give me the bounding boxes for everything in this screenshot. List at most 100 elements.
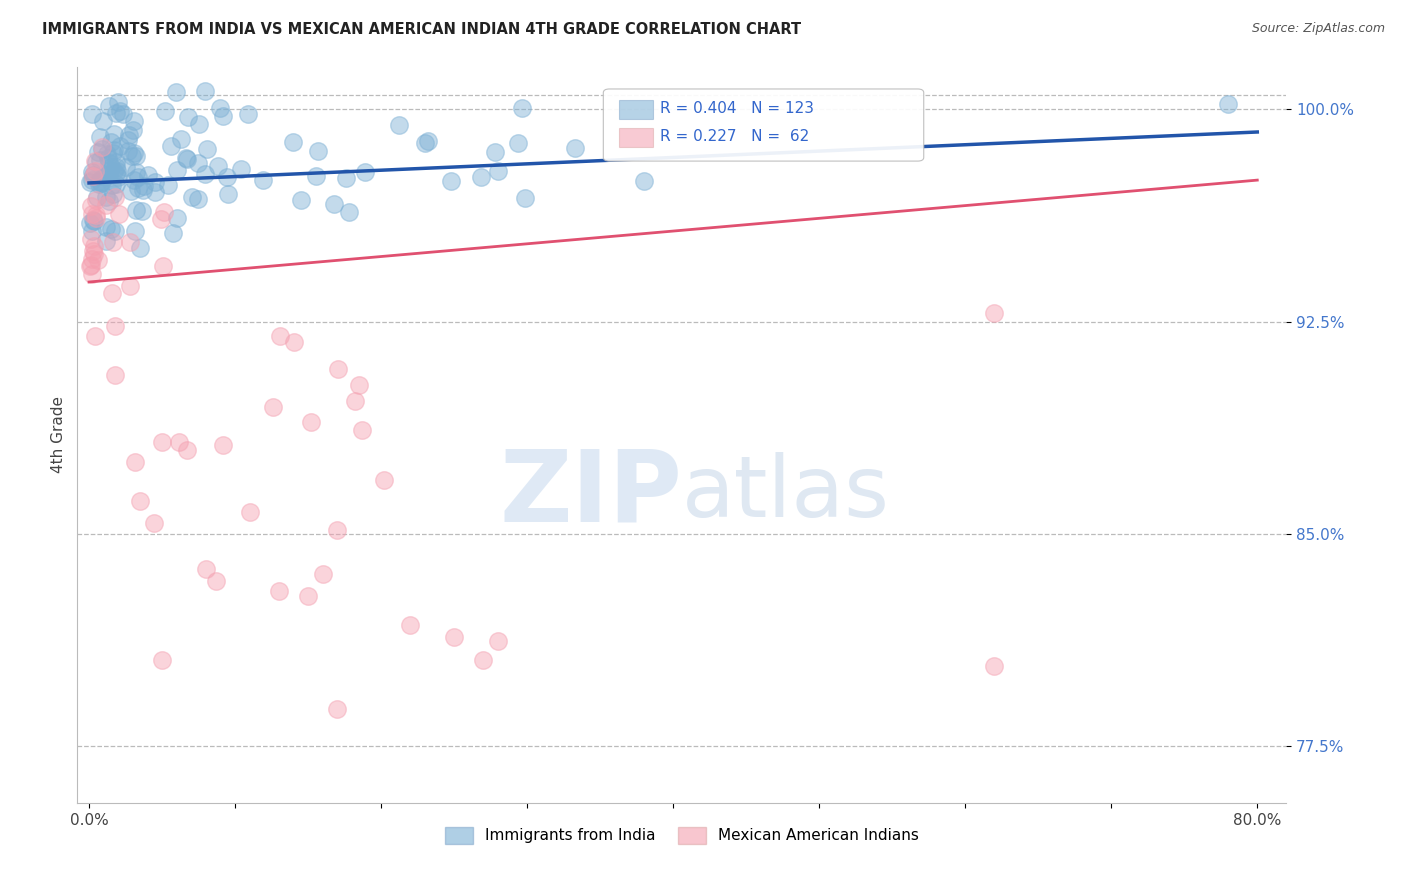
Point xyxy=(103,144,125,158)
Point xyxy=(388,118,411,132)
Point xyxy=(177,110,200,124)
Point xyxy=(470,170,492,185)
Point xyxy=(513,191,536,205)
Point xyxy=(125,203,148,218)
Point xyxy=(105,163,128,178)
Point xyxy=(1216,96,1239,111)
Text: Source: ZipAtlas.com: Source: ZipAtlas.com xyxy=(1251,22,1385,36)
Point xyxy=(83,153,105,168)
Point xyxy=(125,149,148,163)
Point xyxy=(89,153,111,167)
Point xyxy=(89,129,111,144)
Point xyxy=(322,196,344,211)
Point xyxy=(82,169,104,184)
Point xyxy=(87,252,110,267)
Point xyxy=(187,192,209,206)
Point xyxy=(82,213,104,227)
Point xyxy=(100,160,122,174)
Point xyxy=(104,224,127,238)
Point xyxy=(101,186,124,201)
Point xyxy=(153,103,176,118)
Point xyxy=(97,151,120,165)
Point xyxy=(305,169,328,184)
Point xyxy=(983,306,1005,320)
Point xyxy=(98,99,121,113)
Point xyxy=(204,574,226,588)
Point xyxy=(104,318,127,333)
Point xyxy=(440,174,463,188)
Point xyxy=(176,442,198,457)
Point xyxy=(269,329,291,343)
Point xyxy=(114,160,136,174)
Point xyxy=(484,145,506,160)
Point xyxy=(90,176,112,190)
Point xyxy=(84,193,107,207)
Point xyxy=(105,155,128,169)
Point xyxy=(79,216,101,230)
Point xyxy=(413,136,436,151)
Point xyxy=(194,84,217,98)
Point xyxy=(312,567,335,582)
Point xyxy=(84,211,107,225)
Point xyxy=(267,584,290,599)
Point xyxy=(472,652,495,666)
Point xyxy=(103,128,125,142)
Point xyxy=(89,174,111,188)
Y-axis label: 4th Grade: 4th Grade xyxy=(51,396,66,474)
Point xyxy=(120,185,142,199)
Point xyxy=(82,252,104,267)
Point xyxy=(103,163,125,178)
Point xyxy=(166,211,188,225)
Point xyxy=(127,180,149,194)
Point xyxy=(105,178,128,192)
Point xyxy=(134,178,156,193)
Point xyxy=(94,234,117,248)
Point xyxy=(87,145,110,160)
Point xyxy=(118,279,141,293)
Point xyxy=(84,208,107,222)
Point xyxy=(90,140,112,154)
Point xyxy=(101,178,124,192)
Point xyxy=(152,259,174,273)
Point xyxy=(167,434,190,449)
Point xyxy=(143,516,166,530)
Point xyxy=(90,172,112,186)
Point xyxy=(373,473,395,487)
Point xyxy=(132,183,155,197)
Point xyxy=(80,107,103,121)
Point xyxy=(344,394,367,409)
Point xyxy=(194,561,217,575)
Point xyxy=(80,232,103,246)
Point xyxy=(195,142,218,156)
Point xyxy=(239,505,262,519)
Point xyxy=(80,267,103,281)
Point xyxy=(80,258,103,272)
Point xyxy=(83,328,105,343)
Point xyxy=(347,377,370,392)
Point xyxy=(143,175,166,189)
Point xyxy=(187,155,209,169)
Point xyxy=(176,152,198,166)
Point xyxy=(633,174,655,188)
Point xyxy=(118,235,141,249)
Point xyxy=(194,167,217,181)
Point xyxy=(150,212,173,227)
Point xyxy=(117,144,139,158)
Point xyxy=(166,163,188,178)
Text: R = 0.227   N =  62: R = 0.227 N = 62 xyxy=(661,129,810,145)
Point xyxy=(350,423,373,437)
Point xyxy=(297,589,319,603)
Point xyxy=(328,362,350,376)
Point xyxy=(150,653,173,667)
Point xyxy=(207,160,229,174)
Point xyxy=(83,239,105,253)
Point xyxy=(79,199,101,213)
Point xyxy=(121,149,143,163)
Point xyxy=(96,197,118,211)
Point xyxy=(252,173,274,187)
Point xyxy=(82,244,104,258)
Point xyxy=(83,246,105,260)
Point xyxy=(107,170,129,185)
Point xyxy=(91,114,114,128)
Point xyxy=(399,617,422,632)
